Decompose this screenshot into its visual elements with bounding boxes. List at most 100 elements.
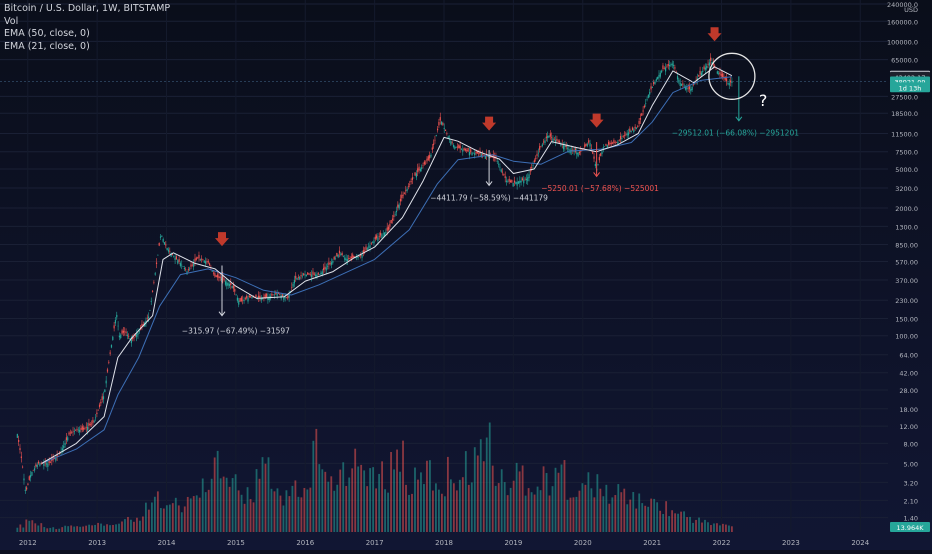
candle-body <box>293 280 296 284</box>
candle-body <box>475 151 477 154</box>
volume-bar <box>731 526 733 532</box>
candle-body <box>572 149 574 151</box>
legend-ema21[interactable]: EMA (21, close, 0) <box>4 40 90 52</box>
volume-bar <box>581 483 584 532</box>
candle-body <box>662 65 664 69</box>
candle-body <box>299 276 301 280</box>
volume-bar <box>19 524 22 532</box>
volume-bar <box>438 489 440 532</box>
volume-bar <box>315 428 318 532</box>
candle-body <box>158 242 160 246</box>
y-tick-label: 5.00 <box>904 460 918 468</box>
candle-body <box>528 174 530 179</box>
candle-body <box>533 160 535 163</box>
volume-bar <box>674 513 676 532</box>
candle-body <box>548 135 550 138</box>
volume-bar <box>64 525 67 532</box>
candle-body <box>348 258 350 259</box>
candle-body <box>35 464 37 467</box>
candle-body <box>243 299 245 302</box>
candle-body <box>537 152 539 154</box>
candle-body <box>679 82 681 86</box>
candle-body <box>258 295 260 298</box>
volume-bar <box>566 499 569 532</box>
candle-body <box>365 246 367 250</box>
candle-body <box>276 293 278 296</box>
candle-body <box>394 213 396 215</box>
candle-body <box>434 139 436 141</box>
candle-body <box>551 137 553 138</box>
candle-body <box>247 297 249 302</box>
candle-body <box>618 140 620 141</box>
candle-body <box>637 126 639 127</box>
volume-bar <box>408 494 410 532</box>
candle-body <box>658 74 660 78</box>
red-arrow-icon <box>482 116 497 131</box>
candle-body <box>507 181 509 182</box>
candle-body <box>178 259 180 262</box>
legend-ema50[interactable]: EMA (50, close, 0) <box>4 28 90 39</box>
volume-bar <box>91 525 93 532</box>
volume-bar <box>76 526 79 532</box>
candle-body <box>573 151 575 152</box>
candle-body <box>634 126 636 129</box>
candle-body <box>27 483 29 485</box>
candle-body <box>43 463 45 467</box>
candle-body <box>687 87 689 89</box>
candle-body <box>710 57 712 61</box>
candle-body <box>283 296 285 300</box>
volume-bar <box>375 488 378 532</box>
candle-body <box>729 80 732 83</box>
candle-body <box>60 451 62 452</box>
volume-bar <box>710 525 712 532</box>
candle-body <box>211 270 213 272</box>
candle-body <box>303 273 305 276</box>
volume-bar <box>683 511 685 532</box>
volume-bar <box>536 486 539 532</box>
candle-body <box>406 188 408 191</box>
candle-body <box>666 65 668 67</box>
volume-bar <box>512 480 515 532</box>
candle-body <box>345 258 347 261</box>
legend-vol[interactable]: Vol <box>4 15 19 27</box>
candle-body <box>328 262 330 265</box>
volume-bar <box>294 480 297 532</box>
volume-bar <box>449 479 452 532</box>
candle-body <box>675 71 677 73</box>
candle-body <box>105 380 107 384</box>
y-tick-label: 1.40 <box>904 515 918 523</box>
candle-body <box>154 273 156 275</box>
candle-body <box>682 83 684 85</box>
candle-body <box>621 138 623 139</box>
candle-body <box>372 242 374 243</box>
legend: Bitcoin / U.S. Dollar, 1W, BITSTAMP Vol … <box>4 3 170 53</box>
candle-body <box>136 334 138 337</box>
volume-bar <box>130 519 132 532</box>
candle-body <box>641 113 643 116</box>
candle-body <box>655 79 657 81</box>
candle-body <box>672 64 675 66</box>
candle-body <box>452 144 455 147</box>
candle-body <box>541 144 543 147</box>
y-tick-label: 2000.0 <box>895 205 918 213</box>
volume-bar <box>357 466 360 532</box>
volume-bar <box>228 486 231 532</box>
volume-bar <box>551 486 554 532</box>
candle-body <box>104 389 106 393</box>
candle-body <box>442 123 444 125</box>
y-tick-label: 5000.0 <box>895 166 918 174</box>
candle-body <box>332 260 334 263</box>
candle-body <box>589 143 591 147</box>
candle-body <box>55 458 57 461</box>
candle-body <box>162 238 164 242</box>
volume-bar <box>255 469 258 532</box>
drawdown-label: −4411.79 (−58.59%) −441179 <box>430 193 548 202</box>
candle-body <box>649 91 651 95</box>
candle-body <box>284 297 286 298</box>
candle-body <box>686 87 688 90</box>
volume-bar <box>333 490 336 532</box>
candle-body <box>580 150 582 152</box>
legend-title[interactable]: Bitcoin / U.S. Dollar, 1W, BITSTAMP <box>4 3 171 14</box>
candle-body <box>308 273 310 275</box>
